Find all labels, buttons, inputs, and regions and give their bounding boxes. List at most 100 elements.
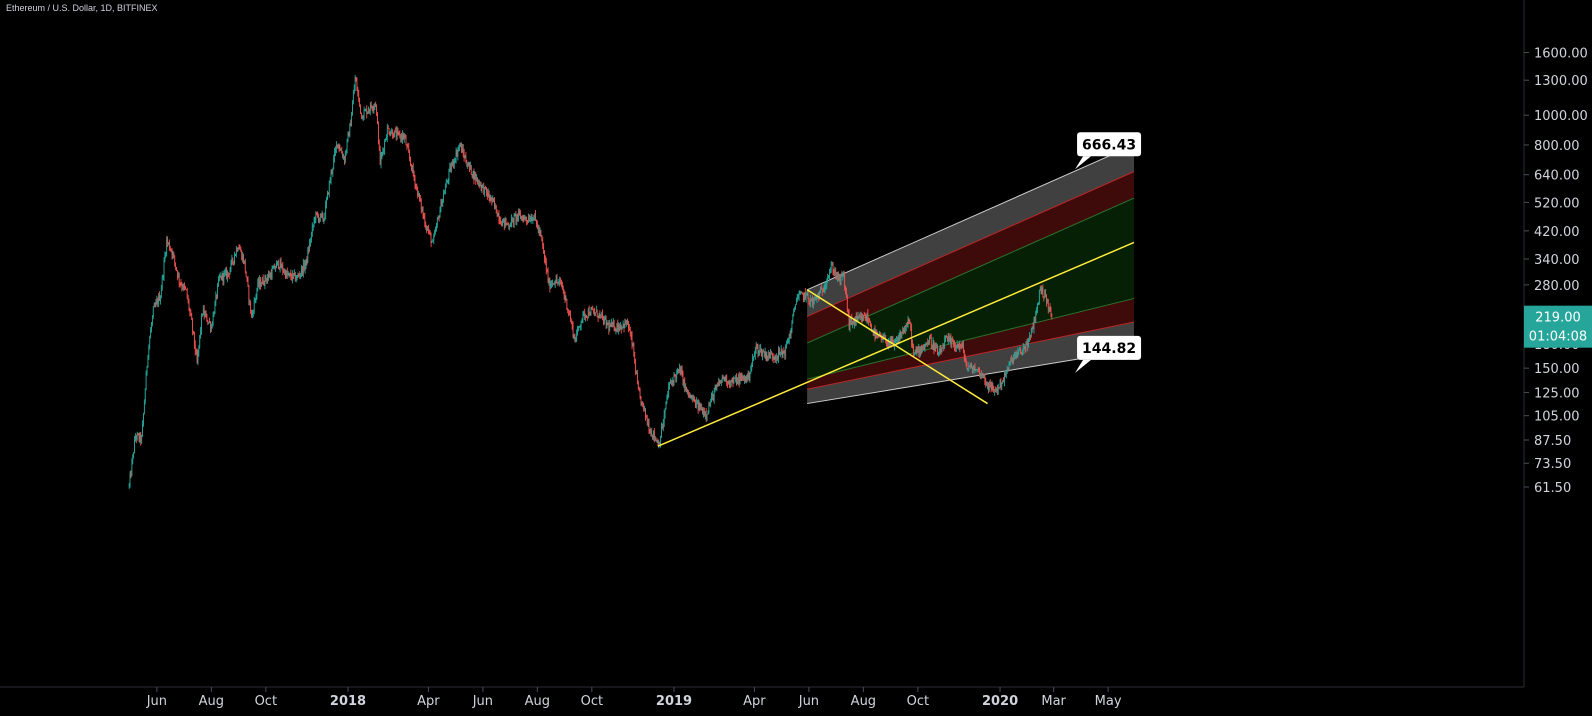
candle: [578, 326, 579, 332]
y-tick-label: 125.00: [1534, 386, 1580, 401]
candle: [865, 314, 867, 322]
candle: [392, 129, 394, 139]
candle: [354, 75, 356, 92]
candle: [661, 423, 663, 430]
candle: [785, 344, 787, 360]
candle: [895, 338, 896, 344]
candle: [906, 321, 908, 327]
candle: [944, 335, 946, 349]
candle: [536, 219, 537, 228]
candle: [280, 257, 282, 268]
candle: [585, 313, 587, 322]
candle: [527, 220, 528, 225]
candle: [736, 377, 738, 385]
candle: [454, 158, 456, 164]
candle: [213, 311, 215, 318]
candle: [238, 244, 240, 250]
candle: [739, 372, 741, 385]
candle: [508, 222, 510, 230]
channel-line-r2: [807, 321, 1135, 390]
candle: [717, 382, 719, 387]
candle: [698, 400, 700, 411]
candle: [274, 263, 276, 270]
candle: [619, 323, 620, 332]
candle: [353, 84, 355, 95]
candle: [402, 130, 403, 144]
candle: [262, 274, 264, 285]
candle: [533, 215, 535, 221]
candle: [586, 316, 588, 321]
candle: [332, 167, 334, 177]
candle: [929, 334, 931, 340]
candle: [887, 341, 888, 349]
y-tick-label: 420.00: [1534, 225, 1580, 240]
candle: [345, 149, 347, 156]
candle: [551, 280, 553, 289]
candle: [692, 394, 694, 403]
candle: [196, 348, 198, 364]
candle: [299, 271, 301, 280]
candle: [919, 346, 921, 359]
candle: [702, 407, 704, 415]
candle: [816, 296, 818, 303]
candle: [633, 341, 635, 357]
price-callout-0[interactable]: 666.43: [1075, 132, 1142, 170]
candle: [1045, 288, 1047, 298]
candle: [542, 237, 544, 250]
candle: [265, 274, 267, 282]
candle: [357, 86, 359, 97]
candle: [755, 341, 757, 354]
candle: [507, 221, 509, 226]
candle: [303, 259, 305, 272]
candle: [501, 221, 503, 227]
candle: [695, 399, 696, 408]
candle: [131, 458, 133, 477]
candle: [448, 168, 450, 185]
candle: [324, 212, 326, 222]
trend-line-1[interactable]: [806, 289, 988, 405]
candle: [782, 350, 784, 358]
candle: [1038, 289, 1040, 305]
candle: [376, 104, 378, 117]
candle: [333, 154, 335, 170]
candle: [494, 197, 495, 210]
candle: [389, 131, 391, 137]
candle: [826, 278, 828, 289]
candle: [1016, 351, 1018, 359]
candle: [338, 143, 340, 153]
candle: [932, 337, 934, 350]
candle: [657, 438, 659, 447]
candle: [1034, 315, 1036, 323]
x-tick-label: Aug: [525, 694, 550, 709]
candle: [148, 344, 150, 360]
candle: [302, 266, 303, 276]
candle: [862, 314, 864, 322]
candle: [827, 273, 829, 284]
time-axis[interactable]: Jun Aug Oct 2018 Apr Jun Aug Oct 2019 Apr Jun Aug Oc…: [0, 686, 1524, 709]
candle: [219, 272, 221, 278]
candle: [393, 132, 394, 139]
trend-line-0[interactable]: [657, 241, 1135, 447]
candle: [958, 342, 960, 351]
candle: [557, 281, 559, 287]
candle: [248, 284, 250, 306]
candle: [985, 377, 987, 388]
candle: [984, 373, 986, 386]
candle: [437, 215, 439, 220]
price-callout-1[interactable]: 144.82: [1075, 335, 1142, 373]
candle: [193, 330, 194, 335]
candle: [979, 372, 981, 380]
candle: [1019, 346, 1021, 351]
candle: [954, 340, 955, 352]
candle: [784, 349, 786, 360]
candle: [260, 281, 262, 287]
candle: [548, 277, 550, 286]
candle: [809, 299, 811, 307]
candle: [1029, 334, 1031, 341]
candle: [723, 376, 725, 382]
x-tick-label: 2020: [982, 694, 1018, 709]
candle: [962, 340, 964, 354]
candle: [318, 217, 320, 224]
candle: [899, 329, 901, 342]
